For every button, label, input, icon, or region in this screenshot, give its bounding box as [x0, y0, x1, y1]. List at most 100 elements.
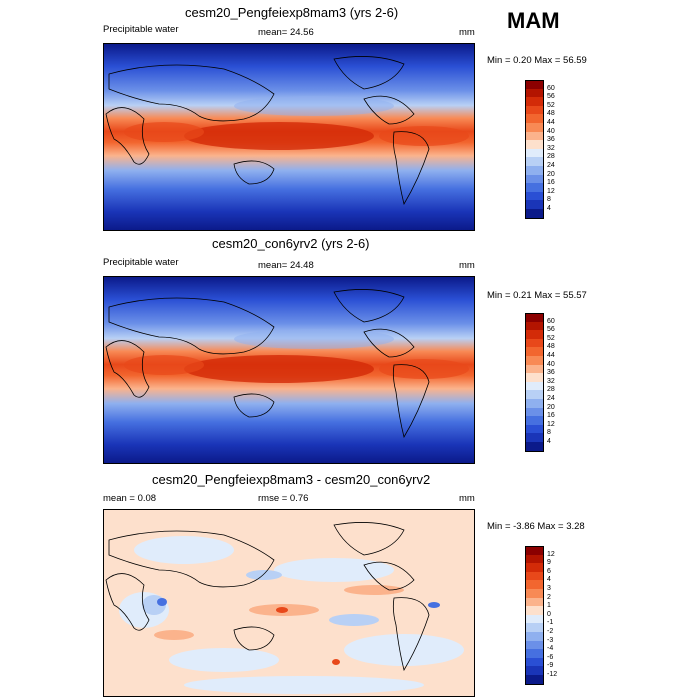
panel2-units-label: mm — [459, 260, 475, 271]
colorbar-tick-label: -3 — [547, 636, 554, 644]
colorbar-swatch — [525, 589, 544, 598]
colorbar-tick-label: 56 — [547, 326, 555, 334]
colorbar-swatch — [525, 433, 544, 442]
colorbar-swatch — [525, 614, 544, 624]
colorbar-swatch — [525, 563, 544, 572]
colorbar-swatch — [525, 666, 544, 675]
colorbar-swatch — [525, 356, 544, 365]
panel3-minmax: Min = -3.86 Max = 3.28 — [487, 521, 585, 532]
panel1-coastlines — [105, 56, 430, 206]
colorbar-tick-label: 56 — [547, 93, 555, 101]
colorbar-swatch — [525, 123, 544, 132]
colorbar-swatch — [525, 657, 544, 667]
colorbar-swatch — [525, 649, 544, 658]
colorbar-swatch — [525, 131, 544, 141]
colorbar-tick-label: 16 — [547, 179, 555, 187]
colorbar-swatch — [525, 330, 544, 339]
colorbar-tick-label: -2 — [547, 628, 554, 635]
colorbar-swatch — [525, 424, 544, 434]
colorbar-tick-label: 4 — [547, 438, 551, 445]
colorbar-swatch — [525, 623, 544, 632]
colorbar-tick-label: 8 — [547, 196, 551, 204]
colorbar-tick-label: 20 — [547, 403, 555, 411]
colorbar-tick-label: -12 — [547, 671, 558, 678]
colorbar-swatch — [525, 157, 544, 166]
colorbar-tick-label: 28 — [547, 386, 555, 394]
colorbar-swatch — [525, 191, 544, 201]
panel1-mean-label: mean= 24.56 — [258, 27, 314, 38]
panel2-colorbar: 60 56 52 48 44 40 36 32 28 24 20 16 12 8 4 — [525, 313, 565, 458]
colorbar-swatch — [525, 347, 544, 356]
colorbar-tick-label: -9 — [547, 662, 554, 670]
panel1-map — [103, 43, 475, 231]
panel1-warm-pool — [184, 122, 374, 150]
colorbar-swatch — [525, 442, 544, 452]
colorbar-tick-label: 32 — [547, 144, 555, 152]
colorbar-tick-label: 2 — [547, 593, 551, 601]
colorbar-tick-label: 44 — [547, 119, 555, 126]
panel3-colorbar: 12 9 6 4 3 2 1 0 -1 -2 -3 -4 -6 -9 -12 — [525, 546, 565, 691]
panel1-title: cesm20_Pengfeiexp8mam3 (yrs 2-6) — [185, 5, 399, 20]
panel2-warm-pool — [184, 355, 374, 383]
colorbar-tick-label: 52 — [547, 334, 555, 342]
panel2-minmax: Min = 0.21 Max = 55.57 — [487, 290, 587, 301]
colorbar-swatch — [525, 148, 544, 158]
panel3-title: cesm20_Pengfeiexp8mam3 - cesm20_con6yrv2 — [152, 472, 431, 487]
panel1-colorbar: 60 56 52 48 44 40 36 32 28 24 20 16 12 8 4 — [525, 80, 565, 225]
panel1-units-label: mm — [459, 27, 475, 38]
colorbar-tick-label: -6 — [547, 653, 554, 661]
colorbar-swatch — [525, 373, 544, 382]
panel1-variable-label: Precipitable water — [103, 24, 179, 35]
colorbar-swatch — [525, 166, 544, 175]
colorbar-tick-label: 4 — [547, 576, 551, 584]
colorbar-tick-label: 6 — [547, 567, 551, 575]
colorbar-swatch — [525, 174, 544, 184]
colorbar-swatch — [525, 640, 544, 650]
colorbar-tick-label: 36 — [547, 369, 555, 377]
colorbar-swatch — [525, 416, 544, 425]
colorbar-tick-label: 48 — [547, 343, 555, 351]
colorbar-tick-label: 8 — [547, 429, 551, 437]
panel3-coastlines — [105, 522, 430, 672]
panel1-minmax: Min = 0.20 Max = 56.59 — [487, 55, 587, 66]
colorbar-tick-label: 52 — [547, 101, 555, 109]
colorbar-tick-label: 0 — [547, 610, 551, 618]
colorbar-tick-label: 40 — [547, 127, 555, 135]
colorbar-swatch — [525, 364, 544, 374]
panel3-units-label: mm — [459, 493, 475, 504]
colorbar-swatch — [525, 209, 544, 219]
panel2-title: cesm20_con6yrv2 (yrs 2-6) — [212, 236, 370, 251]
colorbar-tick-label: 60 — [547, 317, 555, 325]
colorbar-swatch — [525, 114, 544, 123]
panel3-rmse-label: rmse = 0.76 — [258, 493, 309, 504]
colorbar-swatch — [525, 97, 544, 106]
colorbar-swatch — [525, 313, 544, 323]
colorbar-tick-label: 12 — [547, 420, 555, 428]
colorbar-swatch — [525, 88, 544, 98]
colorbar-swatch — [525, 140, 544, 149]
colorbar-tick-label: -4 — [547, 645, 554, 653]
colorbar-swatch — [525, 80, 544, 90]
colorbar-swatch — [525, 407, 544, 417]
colorbar-tick-label: 60 — [547, 84, 555, 92]
panel2-variable-label: Precipitable water — [103, 257, 179, 268]
colorbar-tick-label: 3 — [547, 585, 551, 592]
colorbar-tick-label: 36 — [547, 136, 555, 144]
colorbar-swatch — [525, 390, 544, 399]
colorbar-tick-label: 48 — [547, 110, 555, 118]
colorbar-swatch — [525, 597, 544, 607]
colorbar-swatch — [525, 105, 544, 115]
colorbar-tick-label: 12 — [547, 187, 555, 195]
colorbar-swatch — [525, 200, 544, 209]
colorbar-swatch — [525, 554, 544, 564]
colorbar-swatch — [525, 632, 544, 641]
colorbar-tick-label: 12 — [547, 550, 555, 558]
colorbar-swatch — [525, 675, 544, 685]
colorbar-tick-label: 24 — [547, 162, 555, 169]
colorbar-tick-label: 9 — [547, 559, 551, 567]
colorbar-swatch — [525, 399, 544, 408]
colorbar-swatch — [525, 580, 544, 589]
colorbar-swatch — [525, 381, 544, 391]
colorbar-swatch — [525, 338, 544, 348]
colorbar-swatch — [525, 606, 544, 615]
